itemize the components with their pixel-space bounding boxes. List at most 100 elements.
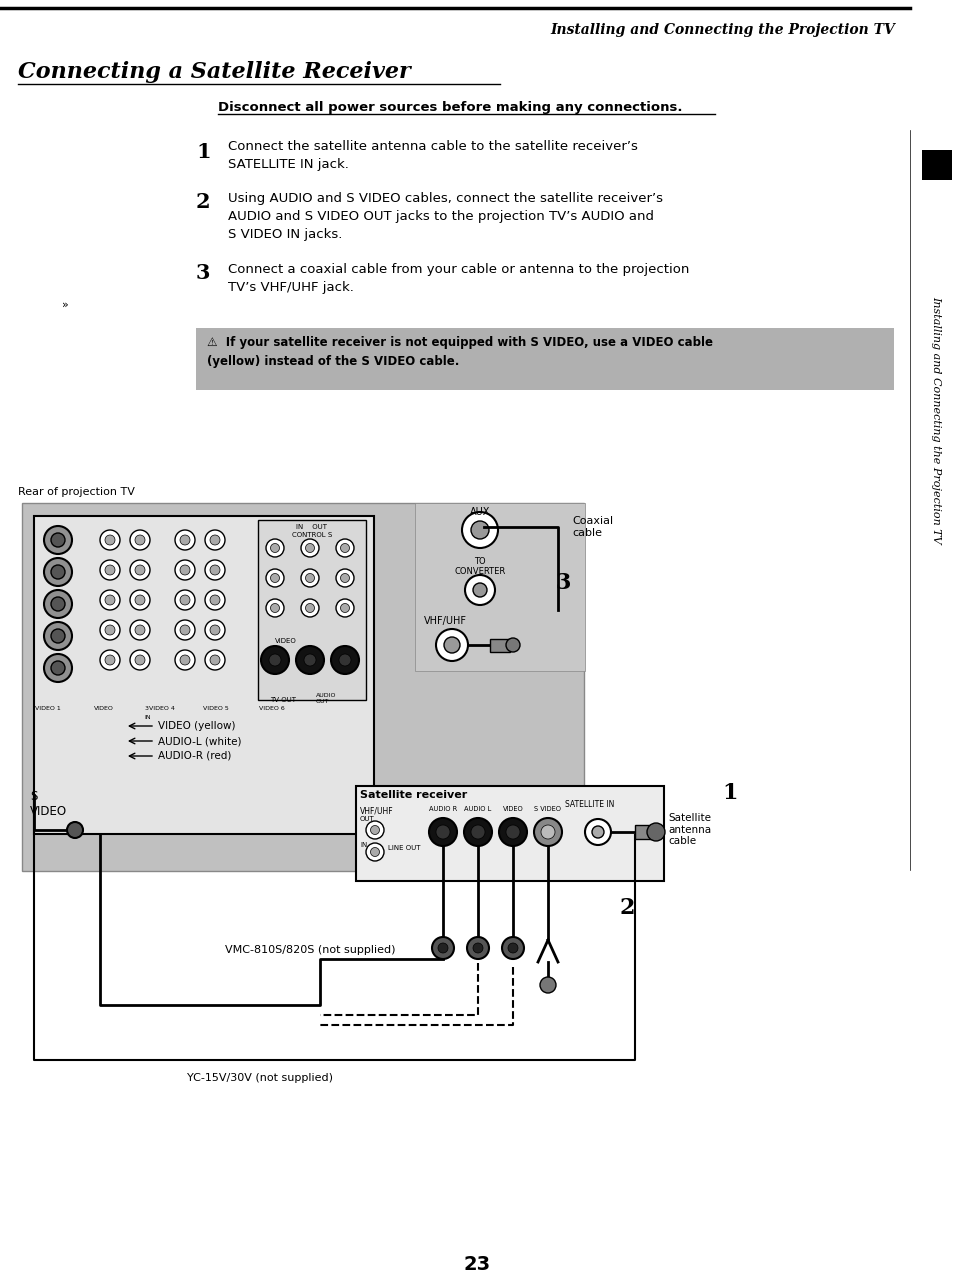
Circle shape — [210, 565, 220, 575]
Text: TO
CONVERTER: TO CONVERTER — [454, 557, 505, 576]
Circle shape — [501, 937, 523, 959]
Text: Disconnect all power sources before making any connections.: Disconnect all power sources before maki… — [218, 102, 681, 114]
Circle shape — [266, 568, 284, 586]
Text: AUDIO
OUT: AUDIO OUT — [315, 693, 336, 703]
Circle shape — [370, 826, 379, 835]
Circle shape — [210, 535, 220, 545]
Circle shape — [271, 544, 279, 553]
Bar — [22, 503, 583, 871]
Circle shape — [467, 937, 489, 959]
Circle shape — [305, 544, 314, 553]
Text: »: » — [62, 300, 69, 310]
Circle shape — [100, 620, 120, 640]
Circle shape — [266, 539, 284, 557]
Circle shape — [205, 559, 225, 580]
Circle shape — [340, 574, 349, 583]
Text: Connecting a Satellite Receiver: Connecting a Satellite Receiver — [18, 60, 411, 84]
Circle shape — [301, 599, 318, 617]
Circle shape — [135, 565, 145, 575]
Text: Satellite receiver: Satellite receiver — [359, 790, 467, 800]
Bar — [195, 328, 893, 390]
Circle shape — [429, 818, 456, 846]
Circle shape — [205, 530, 225, 550]
Circle shape — [271, 574, 279, 583]
Text: S
VIDEO: S VIDEO — [30, 790, 67, 818]
Circle shape — [295, 646, 324, 674]
Circle shape — [135, 625, 145, 635]
Text: Installing and Connecting the Projection TV: Installing and Connecting the Projection… — [930, 296, 940, 544]
Text: 3: 3 — [556, 572, 571, 594]
Circle shape — [436, 826, 450, 838]
Text: Using AUDIO and S VIDEO cables, connect the satellite receiver’s
AUDIO and S VID: Using AUDIO and S VIDEO cables, connect … — [228, 192, 662, 240]
Circle shape — [335, 568, 354, 586]
Text: Connect the satellite antenna cable to the satellite receiver’s
SATELLITE IN jac: Connect the satellite antenna cable to t… — [228, 140, 638, 171]
Circle shape — [44, 558, 71, 586]
Circle shape — [473, 943, 482, 953]
Circle shape — [44, 526, 71, 554]
Circle shape — [471, 521, 489, 539]
Circle shape — [100, 649, 120, 670]
Circle shape — [180, 595, 190, 604]
Circle shape — [340, 544, 349, 553]
Text: IN: IN — [359, 842, 367, 847]
Circle shape — [505, 638, 519, 652]
Text: 1: 1 — [721, 782, 737, 804]
Text: VIDEO: VIDEO — [502, 806, 523, 811]
Circle shape — [51, 597, 65, 611]
Circle shape — [105, 595, 115, 604]
Circle shape — [210, 655, 220, 665]
Text: VIDEO (yellow): VIDEO (yellow) — [158, 721, 235, 730]
Circle shape — [443, 637, 459, 653]
Circle shape — [174, 620, 194, 640]
Circle shape — [366, 820, 384, 838]
Circle shape — [130, 590, 150, 610]
Text: 3: 3 — [195, 264, 211, 283]
Circle shape — [338, 655, 351, 666]
Text: CONTROL S: CONTROL S — [292, 532, 332, 538]
Bar — [921, 150, 951, 180]
Circle shape — [174, 530, 194, 550]
Circle shape — [370, 847, 379, 856]
Circle shape — [105, 625, 115, 635]
Text: VHF/UHF: VHF/UHF — [359, 806, 394, 815]
Circle shape — [174, 590, 194, 610]
Circle shape — [464, 575, 495, 604]
Circle shape — [135, 595, 145, 604]
Text: VIDEO: VIDEO — [274, 638, 296, 644]
Text: AUDIO-R (red): AUDIO-R (red) — [158, 751, 232, 761]
Circle shape — [51, 661, 65, 675]
Circle shape — [130, 649, 150, 670]
Circle shape — [51, 629, 65, 643]
Bar — [34, 516, 374, 835]
Circle shape — [471, 826, 484, 838]
Circle shape — [205, 620, 225, 640]
Text: S VIDEO: S VIDEO — [534, 806, 561, 811]
Circle shape — [130, 530, 150, 550]
Text: OUT: OUT — [359, 817, 375, 822]
Text: AUDIO-L (white): AUDIO-L (white) — [158, 736, 241, 746]
Circle shape — [592, 826, 603, 838]
Circle shape — [44, 655, 71, 682]
Circle shape — [335, 599, 354, 617]
Text: VIDEO 5: VIDEO 5 — [203, 706, 229, 711]
Circle shape — [205, 590, 225, 610]
Circle shape — [340, 603, 349, 612]
Text: Rear of projection TV: Rear of projection TV — [18, 487, 134, 496]
Circle shape — [210, 595, 220, 604]
Circle shape — [584, 819, 610, 845]
Text: LINE OUT: LINE OUT — [388, 845, 420, 851]
Circle shape — [301, 568, 318, 586]
Circle shape — [135, 535, 145, 545]
Text: VMC-810S/820S (not supplied): VMC-810S/820S (not supplied) — [225, 945, 395, 955]
Circle shape — [534, 818, 561, 846]
Circle shape — [130, 620, 150, 640]
Circle shape — [180, 535, 190, 545]
Circle shape — [205, 649, 225, 670]
Circle shape — [540, 826, 555, 838]
Circle shape — [100, 530, 120, 550]
Text: VHF/UHF: VHF/UHF — [423, 616, 467, 626]
Circle shape — [180, 565, 190, 575]
Text: IN: IN — [145, 715, 152, 720]
Text: Connect a coaxial cable from your cable or antenna to the projection
TV’s VHF/UH: Connect a coaxial cable from your cable … — [228, 264, 689, 294]
Circle shape — [498, 818, 526, 846]
